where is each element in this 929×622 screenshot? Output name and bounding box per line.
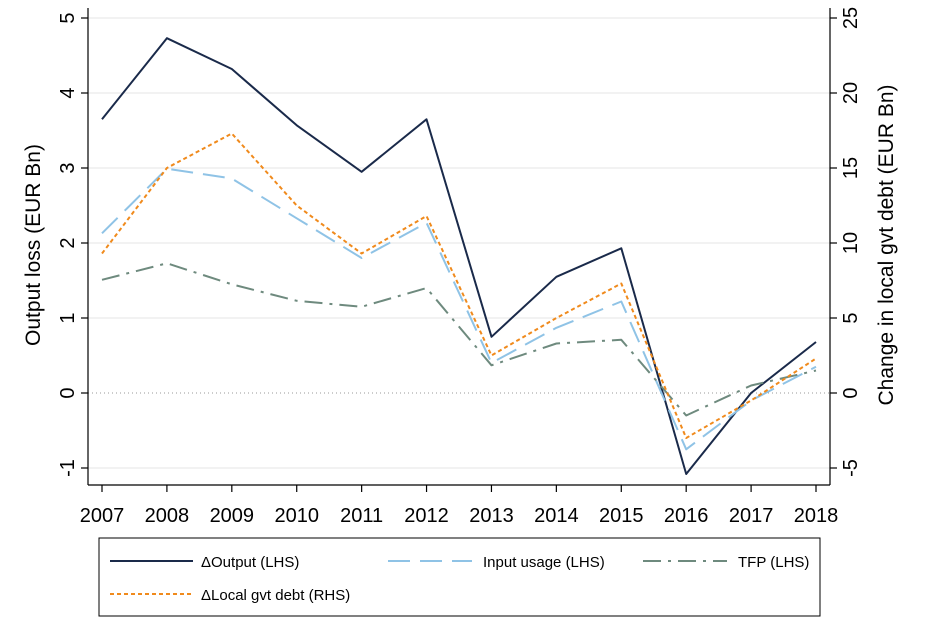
x-tick-label: 2013 <box>469 505 514 527</box>
x-tick-label: 2014 <box>534 505 579 527</box>
axes: -1 0 1 2 3 4 5 -5 0 5 10 15 20 25 2007 2008 2009 2010 2011… <box>57 7 862 527</box>
legend-item-input-usage: Input usage (LHS) <box>388 554 605 571</box>
legend-item-tfp: TFP (LHS) <box>643 554 809 571</box>
x-tick-label: 2011 <box>340 505 383 527</box>
y-tick-label-right: 25 <box>840 7 862 29</box>
y-tick-label-right: -5 <box>840 459 862 477</box>
y-tick-label-left: 3 <box>57 162 79 173</box>
y-tick-label-right: 5 <box>840 312 862 323</box>
legend-item-local-debt: ΔLocal gvt debt (RHS) <box>110 587 350 604</box>
legend-label-tfp: TFP (LHS) <box>738 554 809 571</box>
y-tick-label-left: 5 <box>57 12 79 23</box>
legend-item-output: ΔOutput (LHS) <box>110 554 299 571</box>
series-layer <box>101 37 817 475</box>
x-tick-label: 2016 <box>664 505 709 527</box>
y-tick-label-right: 15 <box>840 157 862 179</box>
x-tick-label: 2018 <box>794 505 839 527</box>
legend-label-input-usage: Input usage (LHS) <box>483 554 605 571</box>
x-tick-label: 2017 <box>729 505 774 527</box>
y-tick-label-left: 0 <box>57 387 79 398</box>
x-tick-label: 2008 <box>145 505 190 527</box>
y-tick-label-left: -1 <box>57 459 79 477</box>
gridlines <box>88 17 830 469</box>
series-line-local-gvt-debt-rhs <box>101 132 817 439</box>
y-tick-label-right: 20 <box>840 82 862 104</box>
y-tick-label-left: 2 <box>57 237 79 248</box>
x-tick-label: 2007 <box>80 505 125 527</box>
y-tick-label-left: 4 <box>57 87 79 98</box>
series-line-tfp-lhs <box>101 262 817 417</box>
series-line-output-lhs <box>101 37 817 475</box>
y-axis-label-left: Output loss (EUR Bn) <box>22 144 45 346</box>
x-tick-label: 2012 <box>404 505 449 527</box>
y-tick-label-left: 1 <box>57 312 79 323</box>
x-tick-label: 2009 <box>210 505 255 527</box>
series-line-input-usage-lhs <box>101 167 817 451</box>
y-tick-label-right: 0 <box>840 387 862 398</box>
x-tick-label: 2015 <box>599 505 644 527</box>
legend-label-output: ΔOutput (LHS) <box>201 554 299 571</box>
y-axis-label-right: Change in local gvt debt (EUR Bn) <box>875 85 898 406</box>
y-tick-label-right: 10 <box>840 232 862 254</box>
x-tick-label: 2010 <box>274 505 319 527</box>
legend: ΔOutput (LHS) Input usage (LHS) TFP (LHS… <box>98 537 821 617</box>
legend-box <box>98 537 821 617</box>
legend-label-local-debt: ΔLocal gvt debt (RHS) <box>201 587 350 604</box>
